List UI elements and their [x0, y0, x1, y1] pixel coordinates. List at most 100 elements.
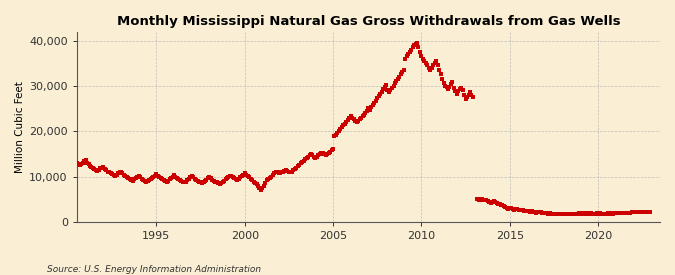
Point — [213, 181, 223, 186]
Point — [594, 211, 605, 215]
Point — [559, 212, 570, 216]
Point — [504, 205, 515, 210]
Point — [545, 211, 556, 216]
Point — [286, 169, 297, 174]
Point — [637, 210, 648, 214]
Point — [563, 211, 574, 216]
Point — [416, 54, 427, 59]
Point — [80, 158, 91, 162]
Point — [597, 212, 608, 216]
Point — [297, 160, 308, 164]
Point — [186, 174, 197, 178]
Point — [547, 212, 558, 216]
Point — [133, 174, 144, 178]
Point — [383, 90, 394, 95]
Point — [77, 160, 88, 165]
Point — [466, 93, 477, 97]
Point — [423, 65, 434, 70]
Point — [173, 177, 184, 181]
Point — [333, 129, 344, 133]
Point — [142, 179, 153, 183]
Point — [159, 177, 169, 182]
Point — [351, 120, 362, 124]
Point — [108, 173, 119, 177]
Point — [452, 92, 462, 96]
Point — [625, 210, 636, 215]
Point — [290, 167, 300, 171]
Point — [120, 174, 131, 178]
Point — [636, 210, 647, 214]
Point — [400, 56, 410, 61]
Point — [543, 211, 554, 216]
Point — [179, 180, 190, 185]
Point — [614, 210, 624, 215]
Point — [111, 172, 122, 177]
Point — [344, 116, 355, 120]
Point — [463, 93, 474, 97]
Point — [252, 184, 263, 188]
Point — [630, 210, 641, 214]
Point — [435, 72, 446, 77]
Point — [491, 201, 502, 205]
Point — [150, 174, 161, 178]
Point — [619, 210, 630, 215]
Point — [397, 70, 408, 74]
Point — [117, 171, 128, 175]
Point — [332, 131, 343, 135]
Point — [485, 200, 496, 205]
Point — [528, 210, 539, 214]
Point — [375, 92, 385, 96]
Point — [135, 175, 146, 180]
Point — [251, 182, 262, 186]
Y-axis label: Million Cubic Feet: Million Cubic Feet — [15, 81, 25, 173]
Point — [554, 212, 565, 217]
Point — [438, 81, 449, 86]
Point — [502, 205, 512, 210]
Point — [605, 211, 616, 216]
Point — [634, 210, 645, 214]
Point — [257, 186, 268, 190]
Point — [214, 182, 225, 186]
Point — [379, 85, 390, 89]
Point — [284, 169, 294, 174]
Point — [323, 151, 334, 155]
Point — [171, 176, 182, 180]
Point — [628, 210, 639, 214]
Point — [427, 65, 437, 70]
Point — [129, 177, 140, 182]
Point — [241, 172, 252, 177]
Point — [65, 158, 76, 163]
Point — [640, 210, 651, 214]
Point — [170, 174, 181, 179]
Point — [540, 210, 551, 215]
Point — [74, 163, 85, 167]
Point — [580, 211, 591, 215]
Point — [372, 96, 383, 101]
Point — [450, 89, 461, 93]
Point — [207, 177, 218, 182]
Point — [601, 211, 612, 216]
Point — [325, 150, 335, 154]
Point — [298, 158, 309, 163]
Point — [209, 178, 219, 183]
Point — [101, 168, 112, 172]
Point — [319, 152, 329, 156]
Point — [432, 63, 443, 68]
Point — [205, 176, 216, 181]
Point — [522, 209, 533, 213]
Point — [279, 169, 290, 173]
Point — [94, 167, 105, 172]
Point — [376, 89, 387, 94]
Point — [519, 209, 530, 213]
Point — [204, 175, 215, 179]
Point — [113, 171, 124, 175]
Point — [509, 207, 520, 212]
Point — [114, 170, 125, 175]
Point — [144, 178, 155, 182]
Point — [367, 103, 378, 107]
Point — [98, 164, 109, 169]
Point — [570, 212, 581, 216]
Point — [161, 179, 172, 184]
Point — [524, 209, 535, 213]
Point — [520, 209, 531, 213]
